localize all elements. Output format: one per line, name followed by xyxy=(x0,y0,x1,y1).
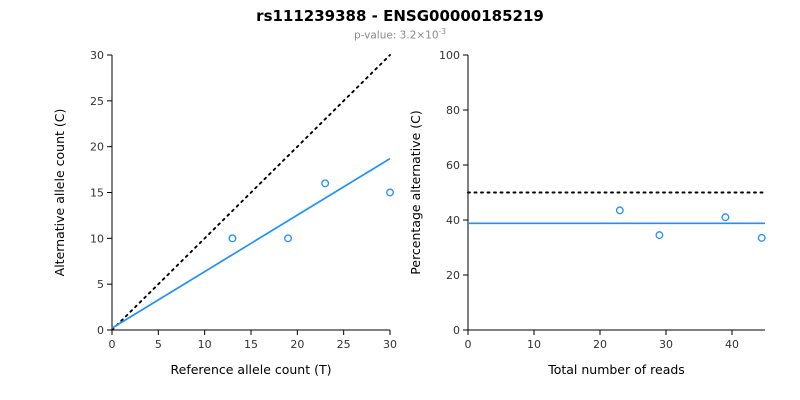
subtitle-text: p-value: 3.2×10 xyxy=(353,29,439,42)
data-point xyxy=(284,234,293,243)
y-tick-label: 30 xyxy=(90,49,104,62)
identity-line xyxy=(111,54,391,331)
y-tick-label: 15 xyxy=(90,187,104,200)
y-tick-label: 25 xyxy=(90,95,104,108)
data-point xyxy=(386,188,394,197)
x-tick-label: 30 xyxy=(383,338,397,351)
y-tick-label: 40 xyxy=(446,214,460,227)
y-axis-label: Percentage alternative (C) xyxy=(408,110,423,274)
figure-title: rs111239388 - ENSG00000185219 xyxy=(256,7,544,25)
y-tick-label: 20 xyxy=(446,269,460,282)
x-tick-label: 0 xyxy=(109,338,116,351)
y-tick-label: 5 xyxy=(97,278,104,291)
y-tick-label: 100 xyxy=(439,49,460,62)
x-tick-label: 15 xyxy=(244,338,258,351)
data-point xyxy=(757,233,766,242)
x-tick-label: 10 xyxy=(198,338,212,351)
x-tick-label: 20 xyxy=(593,338,607,351)
y-tick-label: 10 xyxy=(90,232,104,245)
data-point xyxy=(721,213,730,222)
y-tick-label: 60 xyxy=(446,159,460,172)
x-axis-label: Reference allele count (T) xyxy=(171,362,332,377)
x-tick-label: 10 xyxy=(527,338,541,351)
regression-line xyxy=(111,157,391,329)
x-tick-label: 30 xyxy=(659,338,673,351)
data-point xyxy=(655,231,664,240)
x-tick-label: 40 xyxy=(725,338,739,351)
figure-subtitle: p-value: 3.2×10-3 xyxy=(0,27,800,42)
y-tick-label: 0 xyxy=(97,324,104,337)
data-point xyxy=(228,234,237,243)
y-tick-label: 20 xyxy=(90,141,104,154)
x-tick-label: 5 xyxy=(155,338,162,351)
data-point xyxy=(615,206,624,215)
data-point xyxy=(321,179,330,188)
scatter-chart-allele-counts: 0 5 10 15 20 25 30 0 5 10 15 20 25 30 Reference allele… xyxy=(52,49,397,377)
subtitle-exponent: -3 xyxy=(438,27,447,36)
y-tick-label: 0 xyxy=(453,324,460,337)
y-axis-label: Alternative allele count (C) xyxy=(52,109,67,277)
x-axis-label: Total number of reads xyxy=(547,362,685,377)
x-tick-label: 0 xyxy=(465,338,472,351)
scatter-chart-percentage-alternative: 0 10 20 30 40 0 20 40 60 80 100 Total number of rea… xyxy=(408,49,766,377)
x-tick-label: 20 xyxy=(290,338,304,351)
x-tick-label: 25 xyxy=(337,338,351,351)
y-tick-label: 80 xyxy=(446,104,460,117)
